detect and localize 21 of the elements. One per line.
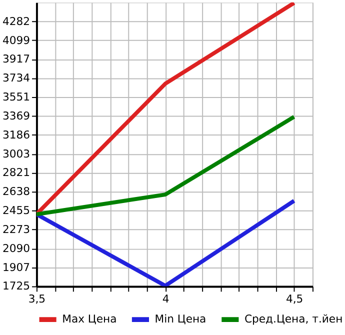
- y-tick-label: 3917: [2, 52, 30, 66]
- y-tick-label: 3369: [2, 109, 30, 122]
- y-tick-label: 2273: [2, 222, 30, 236]
- y-tick-label: 2090: [2, 242, 30, 255]
- x-tick-label: 4: [162, 292, 170, 306]
- y-tick-label: 1725: [2, 280, 30, 293]
- y-tick-label: 3186: [2, 128, 30, 142]
- x-tick-label: 3,5: [28, 292, 46, 306]
- y-tick-label: 2821: [2, 166, 30, 180]
- y-tick-label: 3003: [2, 147, 30, 160]
- y-tick-label: 4099: [2, 34, 30, 47]
- y-tick-label: 1907: [2, 260, 30, 274]
- y-tick-label: 3551: [2, 90, 30, 104]
- y-tick-label: 4282: [2, 14, 30, 28]
- legend-label: Max Цена: [62, 312, 117, 326]
- y-tick-label: 3734: [2, 72, 30, 85]
- y-tick-label: 2638: [2, 185, 30, 198]
- x-tick-label: 4,5: [286, 292, 304, 306]
- legend-label: Сред.Цена, т.йен: [244, 312, 343, 326]
- legend-label: Min Цена: [154, 312, 206, 326]
- y-tick-label: 2455: [2, 204, 30, 218]
